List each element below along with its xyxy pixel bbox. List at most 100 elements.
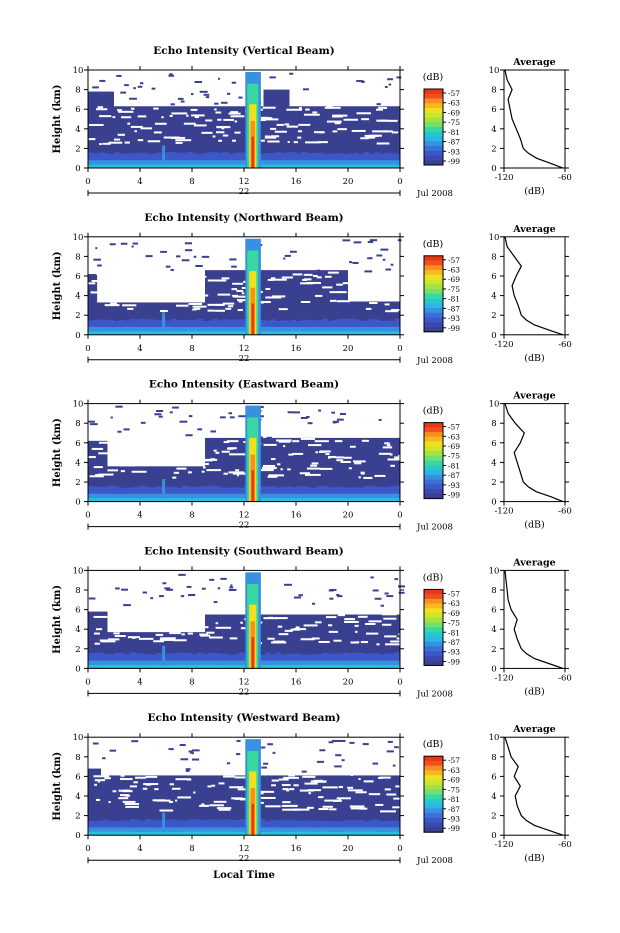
colorbar-unit: (dB) xyxy=(423,739,443,750)
near-ground-echo xyxy=(98,325,105,332)
data-gap xyxy=(193,791,196,794)
data-gap xyxy=(148,772,153,775)
near-ground-echo xyxy=(176,820,183,828)
near-ground-echo xyxy=(384,152,391,161)
near-ground-echo xyxy=(311,829,318,836)
data-gap xyxy=(329,291,341,294)
data-gap xyxy=(223,118,234,121)
near-ground-echo xyxy=(114,152,120,161)
near-ground-echo xyxy=(306,487,313,494)
near-ground-echo xyxy=(337,831,344,836)
near-ground-echo xyxy=(129,162,136,168)
near-ground-echo xyxy=(342,652,349,661)
echo-cell xyxy=(220,577,227,580)
near-ground-echo xyxy=(306,153,313,161)
near-ground-echo xyxy=(155,325,162,332)
near-ground-echo xyxy=(275,320,281,327)
echo-cell xyxy=(384,86,388,89)
near-ground-echo xyxy=(140,820,146,828)
echo-cell xyxy=(231,81,237,84)
colorbar-swatch xyxy=(424,112,443,118)
data-gap xyxy=(221,450,230,453)
echo-cell xyxy=(179,744,186,747)
data-gap xyxy=(278,308,288,311)
near-ground-echo xyxy=(238,496,245,502)
average-y-tick-label: 0 xyxy=(491,831,496,841)
near-ground-echo xyxy=(358,154,365,161)
near-ground-echo xyxy=(358,659,365,665)
near-ground-echo xyxy=(93,830,99,836)
near-ground-echo xyxy=(202,830,209,836)
near-ground-echo xyxy=(285,497,292,502)
data-gap xyxy=(334,440,343,443)
data-gap xyxy=(322,805,333,808)
near-ground-echo xyxy=(264,825,271,832)
near-ground-echo xyxy=(238,664,245,669)
near-ground-echo xyxy=(337,653,344,661)
colorbar-frame xyxy=(423,88,444,166)
near-ground-echo xyxy=(108,326,115,332)
near-ground-echo xyxy=(259,157,266,165)
near-ground-echo xyxy=(186,663,193,669)
echo-cell xyxy=(123,428,130,431)
near-ground-echo xyxy=(124,329,131,335)
near-ground-echo xyxy=(301,820,307,828)
near-ground-echo xyxy=(166,825,172,832)
near-ground-echo xyxy=(238,152,245,161)
near-ground-echo xyxy=(233,324,240,332)
echo-cell xyxy=(376,103,381,106)
data-gap xyxy=(227,305,234,308)
data-gap xyxy=(143,628,155,631)
average-frame xyxy=(503,236,566,336)
data-gap xyxy=(214,309,225,312)
x-tick-label: 12 xyxy=(239,844,250,854)
near-ground-echo xyxy=(119,330,125,335)
data-gap xyxy=(261,607,270,610)
date-day-label: 22 xyxy=(239,854,250,864)
data-gap xyxy=(232,282,244,285)
data-gap xyxy=(168,800,174,803)
near-ground-echo xyxy=(337,318,344,327)
echo-cell xyxy=(142,591,147,594)
data-gap xyxy=(322,286,333,289)
x-tick-label: 0 xyxy=(85,344,90,354)
near-ground-echo xyxy=(296,162,302,168)
near-ground-echo xyxy=(280,163,287,168)
data-gap xyxy=(276,123,284,126)
near-ground-echo xyxy=(140,329,146,335)
near-ground-echo xyxy=(140,318,146,327)
near-ground-echo xyxy=(140,825,146,832)
near-ground-echo xyxy=(228,825,235,832)
data-gap xyxy=(289,788,295,791)
near-ground-echo xyxy=(192,654,198,661)
data-gap xyxy=(147,140,161,143)
data-gap xyxy=(153,107,159,110)
near-ground-echo xyxy=(389,831,396,836)
near-ground-echo xyxy=(134,330,141,335)
x-tick-label: 12 xyxy=(239,677,250,687)
average-y-tick-label: 2 xyxy=(491,812,496,822)
average-y-tick-label: 6 xyxy=(491,772,496,782)
echo-cell xyxy=(259,746,266,749)
near-ground-echo xyxy=(368,164,375,168)
near-ground-echo xyxy=(379,325,385,332)
near-ground-echo xyxy=(119,663,125,669)
data-gap xyxy=(218,139,222,142)
near-ground-echo xyxy=(88,159,94,165)
data-gap xyxy=(299,472,310,475)
data-gap xyxy=(300,638,315,641)
y-tick-label: 0 xyxy=(75,831,80,841)
near-ground-echo xyxy=(202,164,209,168)
data-gap xyxy=(137,139,144,142)
data-gap xyxy=(215,626,232,629)
near-ground-echo xyxy=(389,329,396,335)
data-gap xyxy=(385,310,399,313)
y-tick-label: 0 xyxy=(75,664,80,674)
data-gap xyxy=(93,615,108,618)
echo-cell xyxy=(300,416,308,419)
y-tick-label: 10 xyxy=(73,233,84,243)
near-ground-echo xyxy=(348,826,354,832)
near-ground-echo xyxy=(186,486,193,494)
near-ground-echo xyxy=(374,492,380,499)
near-ground-echo xyxy=(108,157,115,165)
